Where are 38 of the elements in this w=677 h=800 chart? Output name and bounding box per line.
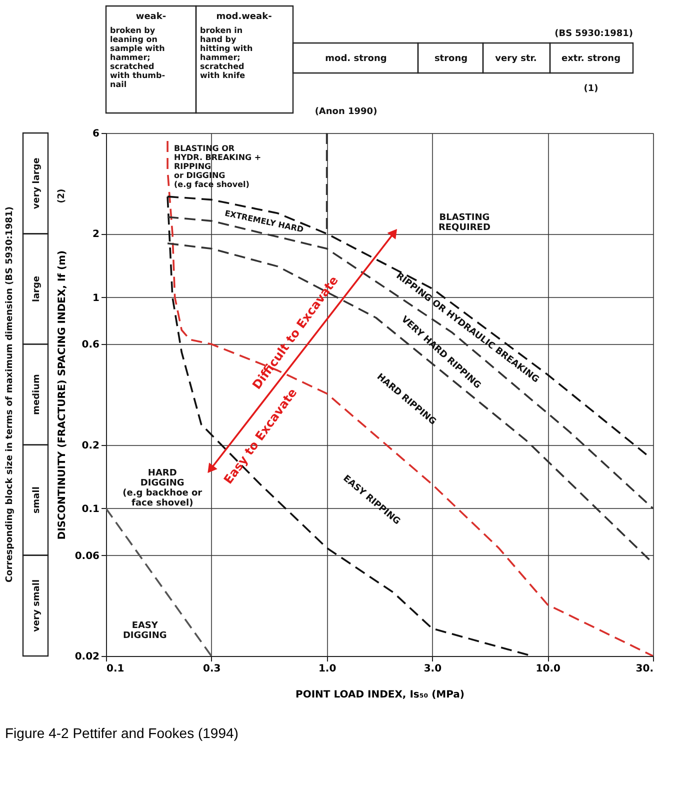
text: weak- xyxy=(136,12,166,22)
text: mod. strong xyxy=(325,54,387,64)
text: mod.weak- xyxy=(216,12,272,22)
annotation: EASY DIGGING xyxy=(122,621,167,642)
text: broken by leaning on sample with hammer; scratched with thumb- nail xyxy=(110,26,166,89)
text: (Anon 1990) xyxy=(314,107,378,117)
text: extr. strong xyxy=(561,54,621,64)
text: very small xyxy=(32,579,42,632)
x-axis-title: POINT LOAD INDEX, Is₅₀ (MPa) xyxy=(295,690,465,700)
annotation: BLASTING REQUIRED xyxy=(438,213,490,234)
text: Corresponding block size in terms of maximum dimension (BS 5930:1981) xyxy=(5,206,15,582)
x-tick-label: 3.0 xyxy=(424,664,442,674)
x-tick-label: 0.3 xyxy=(203,664,221,674)
x-tick-label: 0.1 xyxy=(106,664,124,674)
y-tick-label: 0.06 xyxy=(74,550,100,562)
y-tick-label: 0.1 xyxy=(82,504,100,515)
y-tick-label: 1 xyxy=(92,292,100,304)
x-tick-label: 10.0 xyxy=(536,664,561,674)
text: strong xyxy=(434,54,468,64)
x-tick-label: 1.0 xyxy=(318,664,336,674)
text: (BS 5930:1981) xyxy=(554,29,633,39)
text: (1) xyxy=(584,84,598,94)
y-tick-label: 2 xyxy=(92,229,100,240)
y-tick-label: 0.02 xyxy=(74,652,100,662)
text: Figure 4-2 Pettifer and Fookes (1994) xyxy=(5,725,238,741)
text: large xyxy=(32,276,42,302)
text: medium xyxy=(32,374,42,415)
y-axis-title: DISCONTINUITY (FRACTURE) SPACING INDEX, If (m) xyxy=(56,250,68,540)
y-tick-label: 0.2 xyxy=(82,440,100,452)
annotation: HARD DIGGING (e.g backhoe or face shovel) xyxy=(122,468,203,508)
text: very large xyxy=(32,158,42,210)
text: (2) xyxy=(57,188,67,204)
text: small xyxy=(32,486,42,514)
y-tick-label: 6 xyxy=(92,128,100,140)
x-tick-label: 30. xyxy=(636,664,654,674)
text: broken in hand by hitting with hammer; scratched with knife xyxy=(200,26,253,80)
text: very str. xyxy=(495,54,537,64)
y-tick-label: 0.6 xyxy=(82,340,100,351)
